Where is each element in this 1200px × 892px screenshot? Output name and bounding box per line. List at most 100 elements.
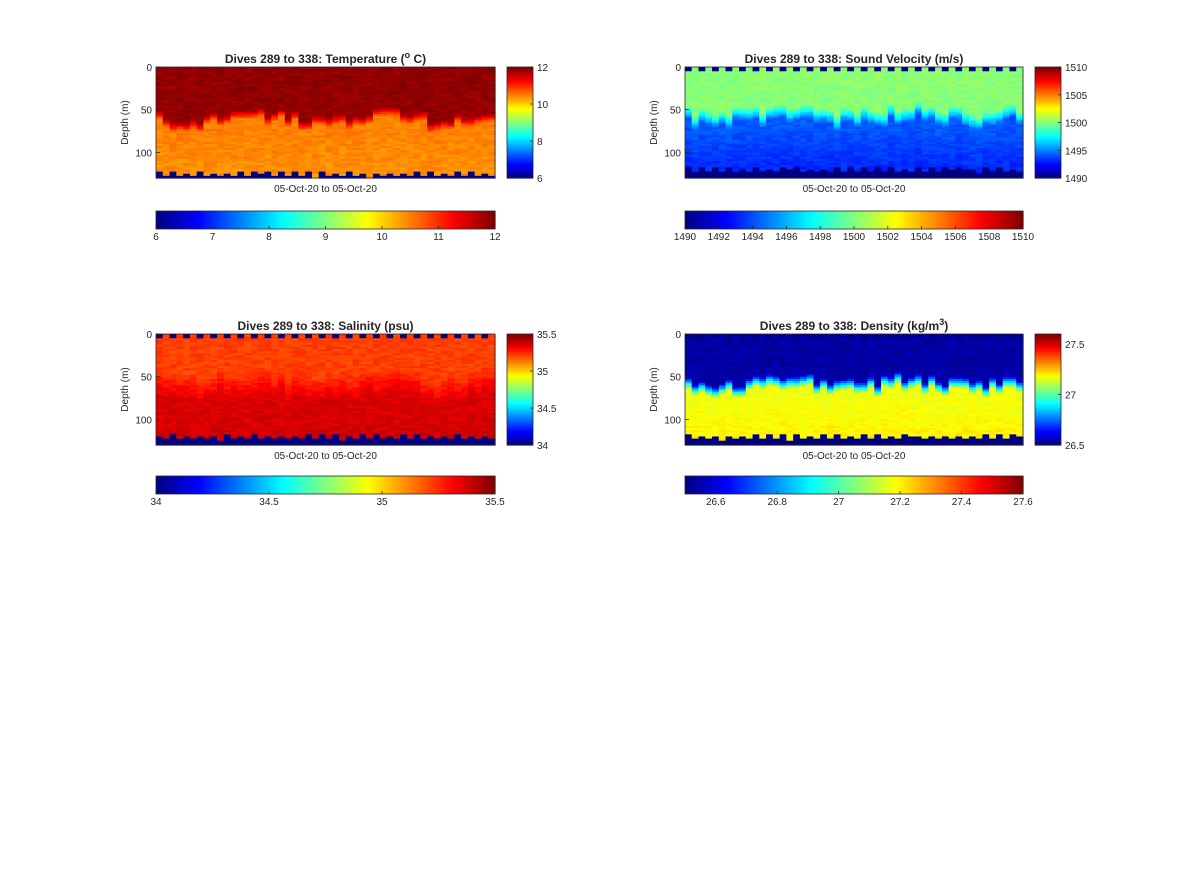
heatmap-cell bbox=[826, 158, 835, 162]
heatmap-cell bbox=[156, 135, 164, 139]
heatmap-cell bbox=[860, 175, 869, 179]
heatmap-cell bbox=[840, 150, 848, 153]
heatmap-cell bbox=[948, 122, 956, 126]
heatmap-cell bbox=[379, 116, 388, 119]
heatmap-cell bbox=[766, 116, 774, 119]
heatmap-cell bbox=[461, 169, 469, 173]
heatmap-cell bbox=[318, 126, 327, 130]
heatmap-cell bbox=[420, 99, 428, 102]
heatmap-cell bbox=[366, 133, 374, 136]
heatmap-cell bbox=[345, 107, 354, 111]
heatmap-cell bbox=[183, 131, 191, 134]
heatmap-cell bbox=[820, 169, 828, 173]
heatmap-cell bbox=[887, 165, 896, 168]
heatmap-cell bbox=[786, 137, 794, 141]
heatmap-cell bbox=[156, 77, 164, 81]
heatmap-cell bbox=[372, 137, 381, 141]
heatmap-cell bbox=[928, 131, 936, 134]
heatmap-cell bbox=[447, 105, 455, 109]
heatmap-cell bbox=[183, 75, 191, 79]
heatmap-cell bbox=[278, 120, 286, 124]
heatmap-cell bbox=[217, 139, 225, 143]
heatmap-cell bbox=[372, 69, 381, 72]
heatmap-cell bbox=[935, 141, 943, 145]
heatmap-cell bbox=[156, 169, 164, 173]
heatmap-cell bbox=[955, 169, 963, 173]
colorbar-segment bbox=[397, 211, 401, 229]
heatmap-cell bbox=[759, 175, 767, 179]
heatmap-cell bbox=[881, 160, 889, 164]
colorbar-segment bbox=[243, 211, 247, 229]
heatmap-cell bbox=[793, 94, 801, 98]
heatmap-cell bbox=[189, 113, 198, 117]
heatmap-cell bbox=[250, 160, 259, 164]
heatmap-cell bbox=[332, 73, 340, 77]
heatmap-cell bbox=[813, 156, 821, 160]
heatmap-cell bbox=[914, 105, 923, 109]
colorbar-segment bbox=[507, 132, 533, 136]
heatmap-cell bbox=[318, 133, 327, 136]
heatmap-cell bbox=[413, 169, 422, 173]
heatmap-cell bbox=[901, 116, 909, 119]
heatmap-cell bbox=[793, 167, 801, 171]
heatmap-cell bbox=[427, 139, 435, 143]
heatmap-cell bbox=[739, 109, 747, 113]
heatmap-cell bbox=[189, 67, 198, 70]
heatmap-cell bbox=[759, 122, 767, 126]
heatmap-cell bbox=[156, 88, 164, 92]
heatmap-cell bbox=[935, 116, 943, 119]
heatmap-cell bbox=[156, 156, 164, 160]
heatmap-cell bbox=[772, 107, 781, 111]
colorbar-segment bbox=[256, 211, 260, 229]
heatmap-cell bbox=[210, 79, 218, 83]
heatmap-cell bbox=[467, 124, 476, 128]
heatmap-cell bbox=[901, 88, 909, 92]
heatmap-cell bbox=[345, 158, 354, 162]
heatmap-cell bbox=[786, 111, 794, 115]
heatmap-cell bbox=[318, 96, 327, 100]
heatmap-cell bbox=[183, 77, 191, 81]
heatmap-cell bbox=[725, 152, 733, 156]
heatmap-cell bbox=[806, 131, 815, 134]
heatmap-cell bbox=[799, 75, 808, 79]
heatmap-cell bbox=[718, 92, 727, 96]
heatmap-cell bbox=[379, 103, 388, 107]
heatmap-cell bbox=[914, 79, 923, 83]
colorbar-segment bbox=[158, 211, 162, 229]
heatmap-cell bbox=[894, 154, 902, 158]
heatmap-cell bbox=[169, 143, 177, 147]
heatmap-cell bbox=[793, 71, 801, 74]
heatmap-cell bbox=[739, 92, 747, 96]
heatmap-cell bbox=[854, 128, 862, 132]
heatmap-cell bbox=[352, 137, 360, 141]
heatmap-cell bbox=[440, 118, 449, 121]
heatmap-cell bbox=[732, 141, 740, 145]
heatmap-cell bbox=[427, 94, 435, 98]
heatmap-cell bbox=[176, 113, 184, 117]
heatmap-cell bbox=[488, 128, 496, 132]
heatmap-cell bbox=[379, 154, 388, 158]
heatmap-cell bbox=[806, 67, 815, 70]
heatmap-cell bbox=[325, 96, 333, 100]
heatmap-cell bbox=[894, 167, 902, 171]
heatmap-cell bbox=[461, 107, 469, 111]
heatmap-cell bbox=[250, 92, 259, 96]
heatmap-cell bbox=[739, 73, 747, 77]
heatmap-cell bbox=[881, 163, 889, 166]
heatmap-cell bbox=[894, 109, 902, 113]
heatmap-cell bbox=[169, 94, 177, 98]
heatmap-cell bbox=[176, 145, 184, 149]
heatmap-cell bbox=[359, 167, 367, 171]
heatmap-cell bbox=[237, 79, 245, 83]
heatmap-cell bbox=[400, 111, 408, 115]
heatmap-cell bbox=[223, 173, 232, 177]
heatmap-cell bbox=[454, 118, 462, 121]
heatmap-cell bbox=[400, 126, 408, 130]
heatmap-cell bbox=[162, 163, 171, 166]
colorbar-segment bbox=[230, 211, 234, 229]
heatmap-cell bbox=[691, 145, 700, 149]
heatmap-cell bbox=[691, 84, 700, 87]
heatmap-cell bbox=[881, 167, 889, 171]
heatmap-cell bbox=[914, 128, 923, 132]
heatmap-cell bbox=[379, 88, 388, 92]
